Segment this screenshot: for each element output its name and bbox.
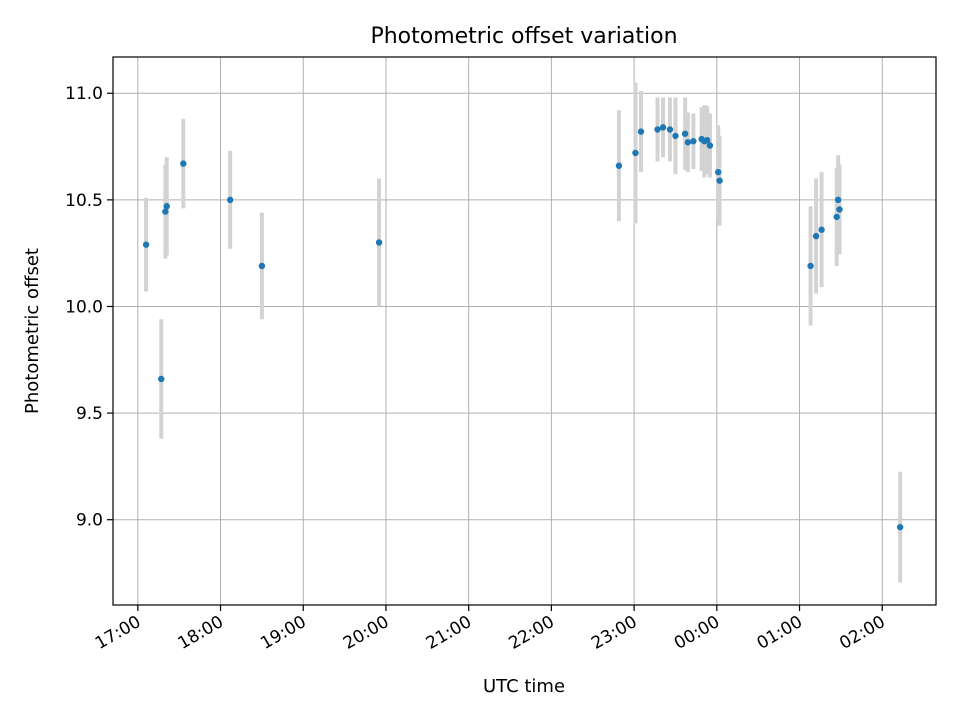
y-tick-label: 10.0 (65, 297, 103, 317)
data-point (163, 203, 170, 210)
x-axis-label: UTC time (483, 676, 565, 697)
data-point (142, 241, 150, 248)
data-point (836, 206, 843, 213)
data-point (896, 523, 904, 531)
grid-lines (113, 57, 936, 605)
chart-title: Photometric offset variation (370, 24, 677, 49)
data-points (142, 124, 904, 531)
data-point (180, 160, 187, 167)
data-point (632, 149, 639, 157)
data-point (637, 128, 645, 135)
data-point (666, 126, 674, 133)
data-point (659, 124, 667, 131)
data-point (690, 138, 697, 145)
y-tick-label: 10.5 (65, 191, 103, 211)
data-point (158, 375, 165, 383)
y-tick-label: 11.0 (65, 84, 103, 104)
y-tick-label: 9.0 (76, 511, 103, 531)
y-tick-label: 9.5 (76, 404, 103, 424)
data-point (812, 232, 820, 240)
data-point (654, 126, 661, 133)
data-point (684, 139, 692, 146)
y-axis-ticks: 9.0 9.5 10.0 10.5 11.0 (65, 84, 113, 531)
data-point (681, 130, 689, 137)
data-point (226, 196, 234, 204)
data-point (258, 262, 266, 270)
data-point (807, 262, 814, 270)
data-point (833, 213, 840, 221)
data-point (672, 132, 679, 140)
data-point (162, 208, 169, 215)
data-point (818, 226, 825, 233)
data-point (714, 168, 722, 176)
data-point (703, 136, 711, 144)
data-point (716, 177, 723, 184)
y-axis-label: Photometric offset (22, 248, 43, 414)
data-point (615, 162, 623, 169)
data-point (834, 196, 842, 204)
data-point (706, 142, 714, 149)
plot-area-frame (112, 56, 937, 606)
data-point (375, 239, 383, 246)
